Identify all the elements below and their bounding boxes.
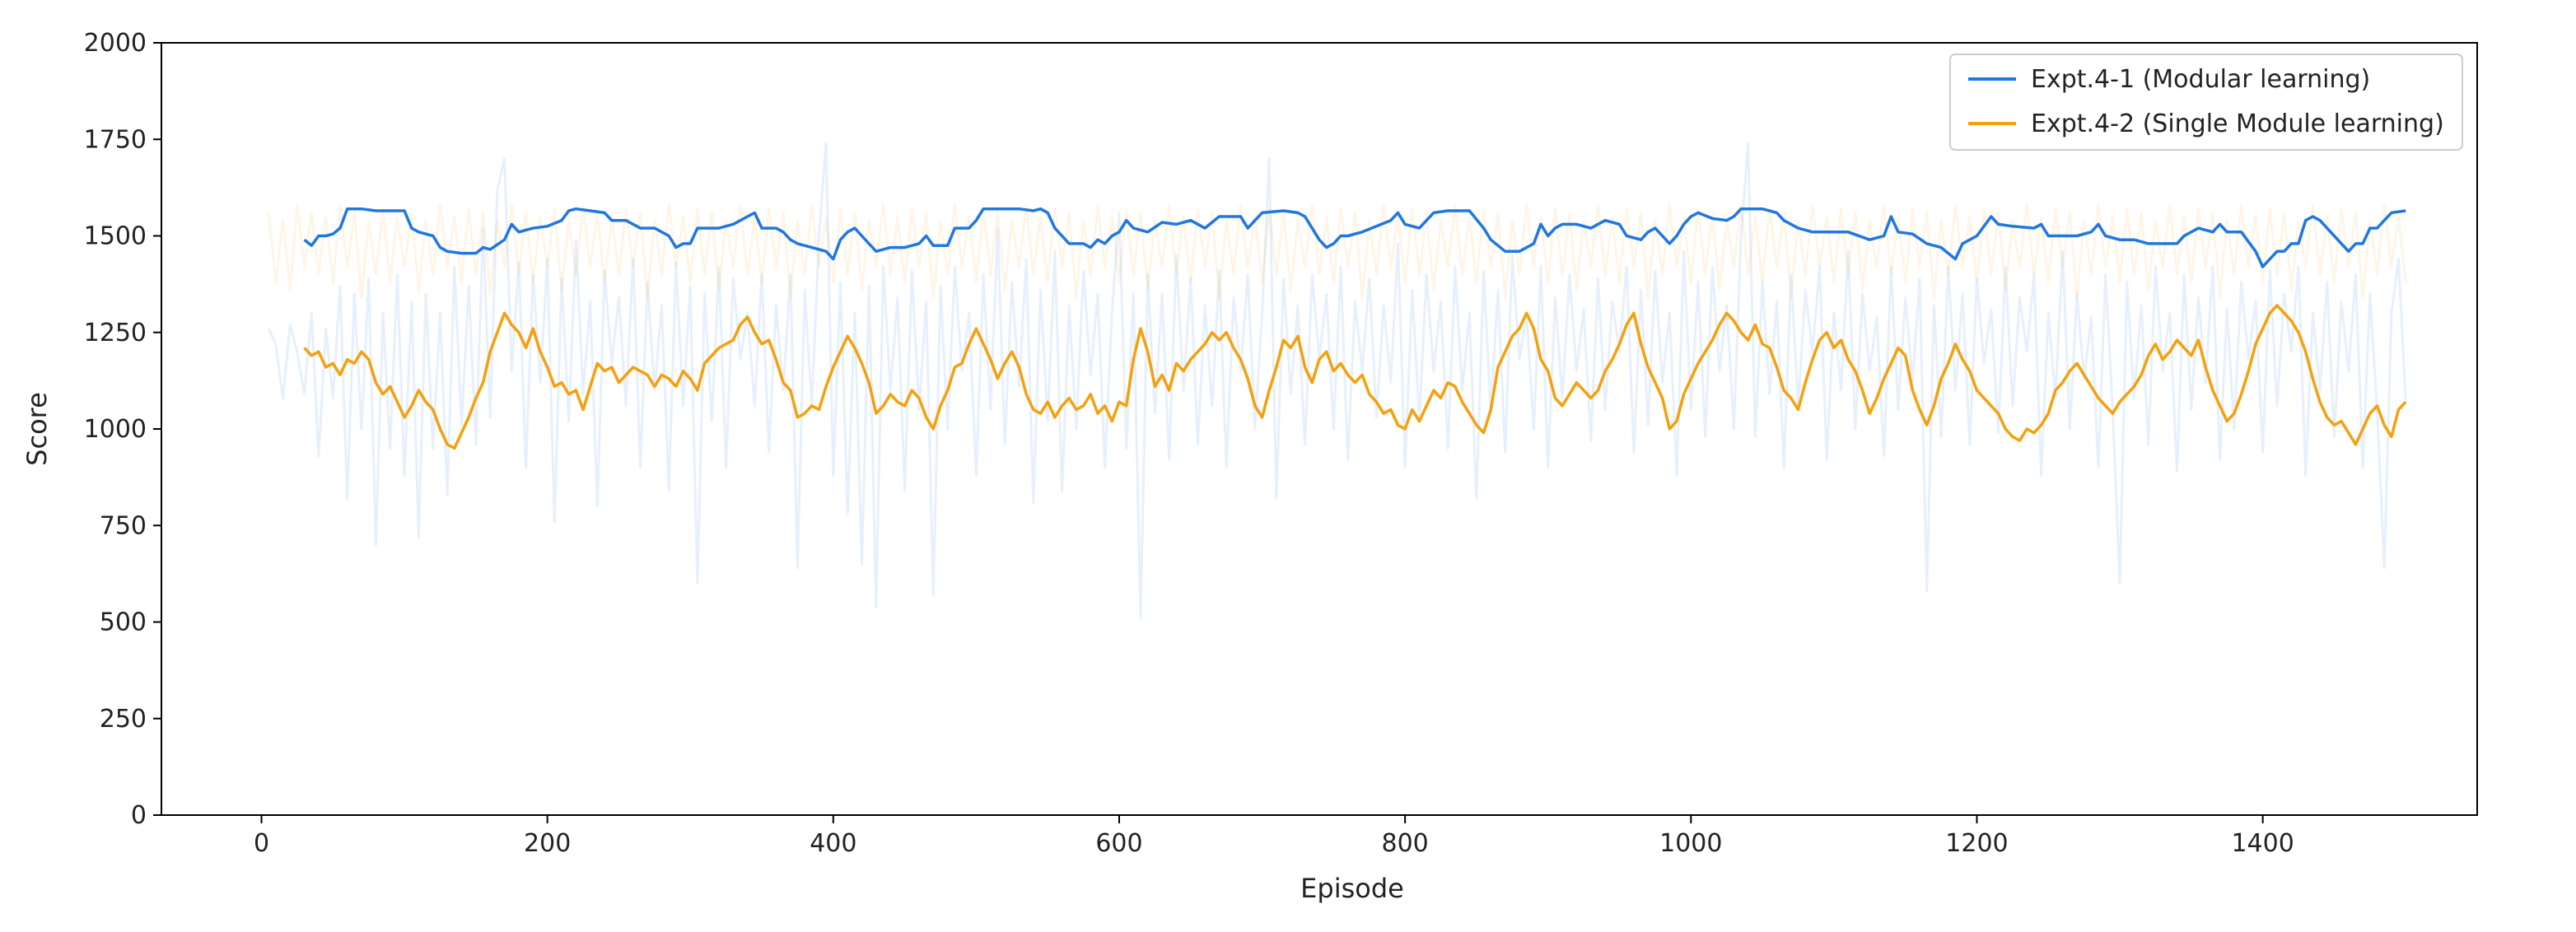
y-tick-label: 1000 xyxy=(84,415,147,444)
x-tick-label: 600 xyxy=(1095,829,1142,858)
legend-label-single-module: Expt.4-2 (Single Module learning) xyxy=(2031,110,2444,138)
y-tick-label: 1250 xyxy=(84,319,147,347)
smoothed-series-layer xyxy=(303,207,2407,450)
x-tick-label: 400 xyxy=(810,829,856,858)
y-axis: 0 250 500 750 1000 1250 1500 1750 2000 xyxy=(84,29,161,830)
series-line-0 xyxy=(303,207,2406,268)
plot-background xyxy=(161,43,2477,815)
x-tick-label: 0 xyxy=(254,829,269,858)
y-axis-label: Score xyxy=(21,392,53,466)
y-tick-label: 1750 xyxy=(84,125,147,154)
y-tick-label: 2000 xyxy=(84,29,147,58)
y-tick-label: 250 xyxy=(100,705,147,734)
legend-frame xyxy=(1949,54,2463,151)
legend: Expt.4-1 (Modular learning) Expt.4-2 (Si… xyxy=(1949,54,2463,151)
x-tick-label: 200 xyxy=(524,829,571,858)
legend-label-modular: Expt.4-1 (Modular learning) xyxy=(2031,65,2370,94)
x-axis: 0 200 400 600 800 1000 1200 1400 xyxy=(254,815,2294,858)
x-tick-label: 1000 xyxy=(1659,829,1722,858)
y-tick-label: 1500 xyxy=(84,222,147,251)
x-tick-label: 1200 xyxy=(1945,829,2008,858)
y-tick-label: 500 xyxy=(100,608,147,637)
x-tick-label: 1400 xyxy=(2231,829,2294,858)
x-tick-label: 800 xyxy=(1382,829,1429,858)
raw-series-line-0 xyxy=(267,142,2407,620)
series-line-1 xyxy=(303,304,2407,450)
y-tick-label: 750 xyxy=(100,511,147,540)
x-axis-label: Episode xyxy=(1300,873,1404,904)
y-tick-label: 0 xyxy=(131,801,147,830)
